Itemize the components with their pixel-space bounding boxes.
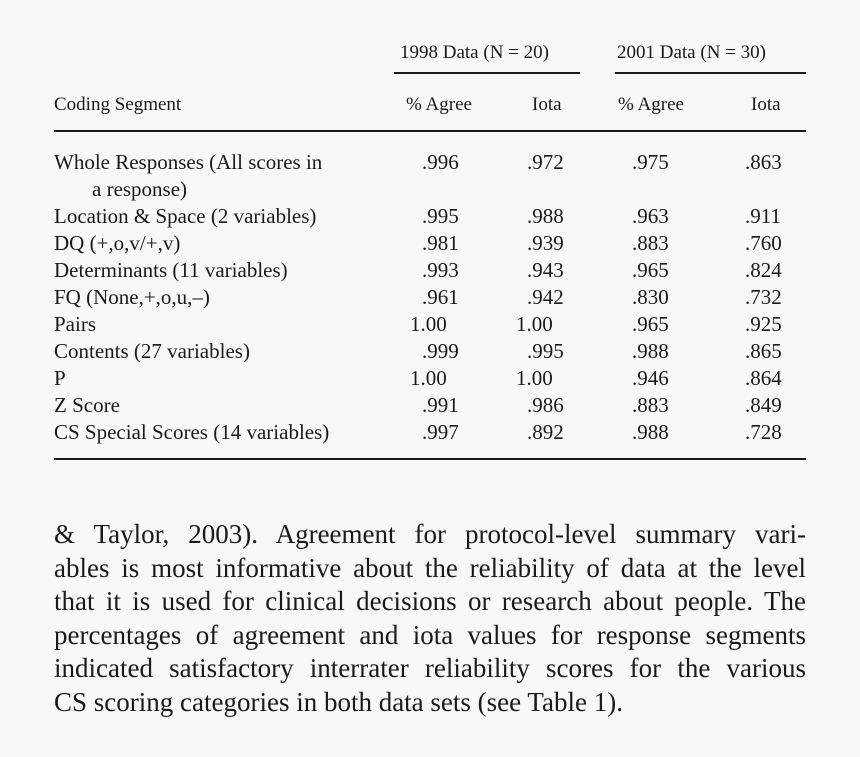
cell-2001-iota: .728 (745, 420, 782, 444)
cell-2001-iota: .824 (745, 258, 782, 282)
cell-1998-agree: .999 (422, 339, 459, 363)
table-row: Location & Space (2 variables) .995 .988… (54, 204, 806, 231)
table-row: Whole Responses (All scores in a respons… (54, 150, 806, 201)
table-bottom-rule (54, 458, 806, 460)
row-segment-label: Location & Space (2 variables) (54, 204, 317, 228)
reliability-table: 1998 Data (N = 20) 2001 Data (N = 30) Co… (54, 36, 806, 466)
cell-1998-iota: .972 (527, 150, 564, 174)
table-row: Contents (27 variables) .999 .995 .988 .… (54, 339, 806, 366)
group-underline-2001 (615, 72, 806, 74)
table-row: Z Score .991 .986 .883 .849 (54, 393, 806, 420)
cell-2001-agree: .988 (632, 420, 669, 444)
table-row: Determinants (11 variables) .993 .943 .9… (54, 258, 806, 285)
row-segment-label: FQ (None,+,o,u,–) (54, 285, 210, 309)
row-segment-label: CS Special Scores (14 variables) (54, 420, 330, 444)
cell-1998-iota: .986 (527, 393, 564, 417)
row-segment-label: Pairs (54, 312, 96, 336)
cell-2001-agree: .883 (632, 231, 669, 255)
cell-1998-agree: .993 (422, 258, 459, 282)
cell-1998-agree: .995 (422, 204, 459, 228)
table-row: P 1.00 1.00 .946 .864 (54, 366, 806, 393)
cell-2001-agree: .883 (632, 393, 669, 417)
row-segment-label: DQ (+,o,v/+,v) (54, 231, 181, 255)
row-segment-label: Determinants (11 variables) (54, 258, 288, 282)
table-row: CS Special Scores (14 variables) .997 .8… (54, 420, 806, 447)
header-rule (54, 130, 806, 132)
paragraph-line: & Taylor, 2003). Agreement for protocol-… (54, 519, 806, 549)
row-segment-label: Whole Responses (All scores in (54, 150, 323, 174)
paragraph-line: percentages of agreement and iota values… (54, 619, 806, 650)
cell-1998-iota: .995 (527, 339, 564, 363)
cell-2001-agree: .965 (632, 258, 669, 282)
cell-1998-agree: .991 (422, 393, 459, 417)
row-segment-label-continued: a response) (92, 177, 188, 201)
paragraph-line: ables is most informative about the reli… (54, 552, 806, 583)
cell-1998-agree: .961 (422, 285, 459, 309)
paragraph-line: CS scoring categories in both data sets … (54, 686, 623, 717)
table-row: DQ (+,o,v/+,v) .981 .939 .883 .760 (54, 231, 806, 258)
cell-1998-iota: 1.00 (516, 312, 553, 336)
column-header-1998-agree: % Agree (406, 94, 472, 115)
cell-1998-iota: .892 (527, 420, 564, 444)
cell-2001-agree: .988 (632, 339, 669, 363)
cell-1998-agree: 1.00 (410, 366, 447, 390)
cell-1998-agree: .981 (422, 231, 459, 255)
table-row: FQ (None,+,o,u,–) .961 .942 .830 .732 (54, 285, 806, 312)
cell-1998-iota: .943 (527, 258, 564, 282)
row-segment-label: P (54, 366, 66, 390)
cell-1998-iota: 1.00 (516, 366, 553, 390)
cell-1998-agree: .996 (422, 150, 459, 174)
cell-2001-iota: .911 (745, 204, 781, 228)
cell-1998-agree: 1.00 (410, 312, 447, 336)
cell-2001-agree: .975 (632, 150, 669, 174)
cell-1998-iota: .942 (527, 285, 564, 309)
column-header-coding-segment: Coding Segment (54, 94, 182, 115)
group-header-1998: 1998 Data (N = 20) (400, 42, 549, 63)
cell-2001-agree: .965 (632, 312, 669, 336)
cell-2001-agree: .963 (632, 204, 669, 228)
cell-2001-iota: .865 (745, 339, 782, 363)
cell-2001-iota: .925 (745, 312, 782, 336)
cell-2001-agree: .946 (632, 366, 669, 390)
paragraph-line: that it is used for clinical decisions o… (54, 586, 806, 616)
paragraph-line: indicated satisfactory interrater reliab… (54, 653, 806, 683)
cell-2001-iota: .732 (745, 285, 782, 309)
cell-2001-iota: .849 (745, 393, 782, 417)
body-paragraph: & Taylor, 2003). Agreement for protocol-… (54, 518, 806, 719)
column-header-2001-agree: % Agree (618, 94, 684, 115)
column-header-1998-iota: Iota (532, 94, 562, 115)
group-header-2001: 2001 Data (N = 30) (617, 42, 766, 63)
group-underline-1998 (394, 72, 580, 74)
cell-1998-iota: .939 (527, 231, 564, 255)
cell-2001-iota: .864 (745, 366, 782, 390)
cell-2001-iota: .863 (745, 150, 782, 174)
cell-1998-agree: .997 (422, 420, 459, 444)
cell-1998-iota: .988 (527, 204, 564, 228)
column-header-2001-iota: Iota (751, 94, 781, 115)
cell-2001-iota: .760 (745, 231, 782, 255)
row-segment-label: Z Score (54, 393, 120, 417)
cell-2001-agree: .830 (632, 285, 669, 309)
row-segment-label: Contents (27 variables) (54, 339, 250, 363)
table-row: Pairs 1.00 1.00 .965 .925 (54, 312, 806, 339)
